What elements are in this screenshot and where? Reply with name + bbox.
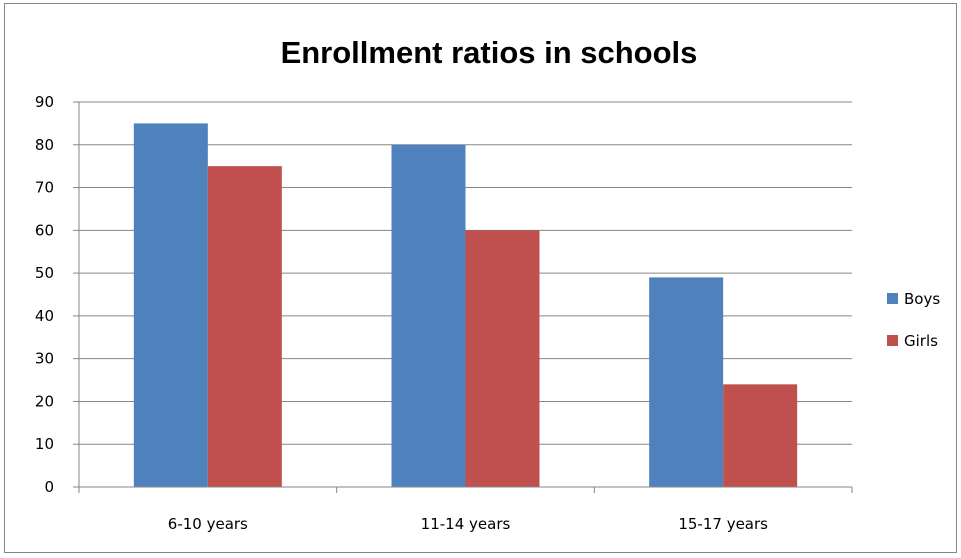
y-tick-label: 70 [35, 179, 54, 197]
bar-boys-0 [133, 123, 208, 487]
axes [78, 102, 852, 488]
y-tick-label: 10 [35, 435, 54, 453]
x-tick-label: 6-10 years [168, 515, 248, 533]
y-tick-label: 0 [44, 478, 54, 496]
bar-girls-2 [723, 384, 798, 487]
legend: Boys Girls [887, 290, 940, 350]
bars [133, 123, 798, 488]
legend-swatch-boys [887, 293, 898, 304]
bar-boys-2 [649, 277, 724, 487]
y-tick-label: 20 [35, 392, 54, 410]
chart-title: Enrollment ratios in schools [281, 35, 698, 70]
y-tick-label: 60 [35, 221, 54, 239]
x-axis-ticks: 6-10 years 11-14 years 15-17 years [78, 487, 853, 533]
legend-swatch-girls [887, 335, 898, 346]
bar-girls-0 [207, 166, 282, 487]
y-tick-label: 40 [35, 307, 54, 325]
x-tick-label: 15-17 years [678, 515, 768, 533]
bar-boys-1 [391, 144, 466, 487]
y-axis-ticks: 0 10 20 30 40 50 60 70 80 90 [35, 93, 79, 496]
x-tick-label: 11-14 years [421, 515, 511, 533]
legend-label-girls: Girls [904, 332, 938, 350]
bar-girls-1 [465, 230, 540, 488]
y-tick-label: 50 [35, 264, 54, 282]
y-tick-label: 90 [35, 93, 54, 111]
y-tick-label: 30 [35, 350, 54, 368]
y-tick-label: 80 [35, 136, 54, 154]
legend-label-boys: Boys [904, 290, 940, 308]
